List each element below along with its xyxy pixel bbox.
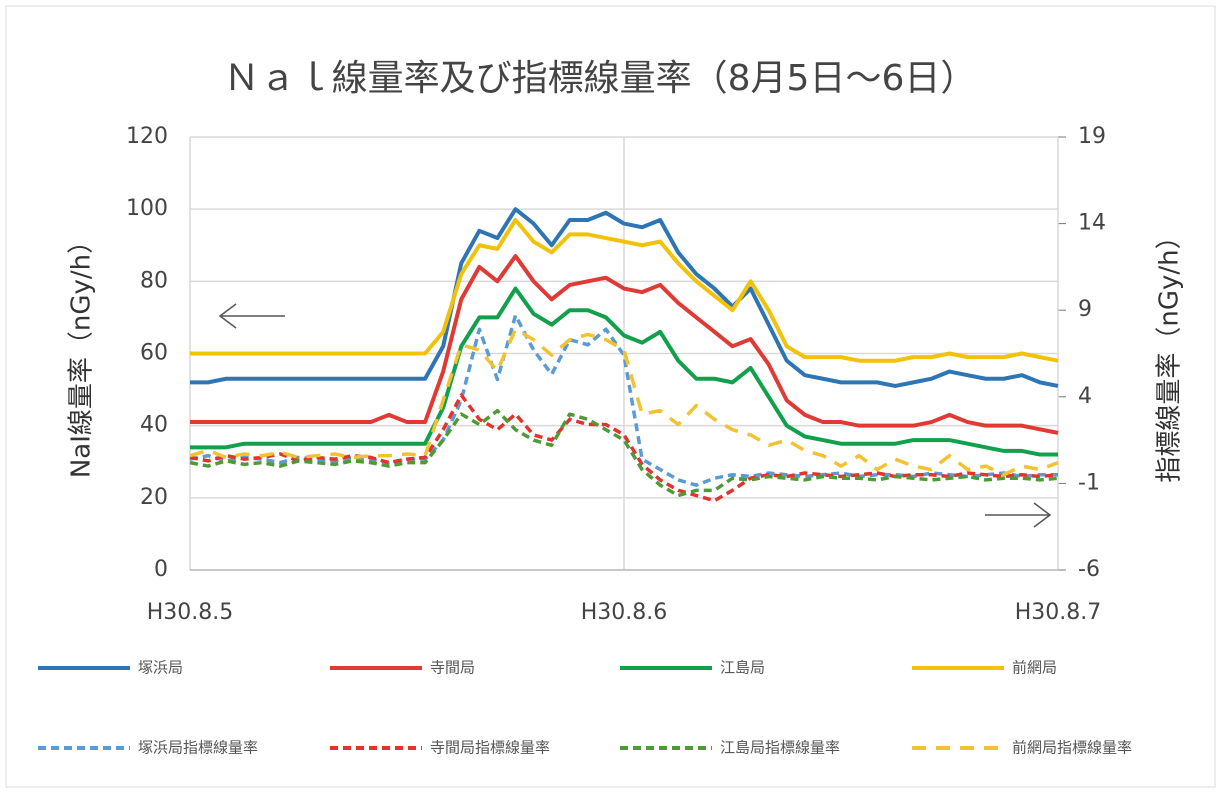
series-line	[190, 286, 1058, 457]
y-tick-label: 40	[140, 413, 168, 438]
series-line	[190, 207, 1059, 388]
y2-tick-label: 19	[1078, 124, 1106, 149]
legend-label: 寺間局指標線量率	[430, 739, 550, 757]
y2-tick-label: -6	[1078, 557, 1100, 582]
arrows	[218, 303, 1052, 528]
legend-label: 前網局指標線量率	[1012, 739, 1132, 757]
x-tick-label: H30.8.6	[581, 600, 668, 625]
y2-tick-label: 9	[1078, 297, 1092, 322]
x-tick-label: H30.8.5	[147, 600, 234, 625]
x-tick-label: H30.8.7	[1015, 600, 1102, 625]
y2-tick-label: 4	[1078, 384, 1092, 409]
legend-label: 塚浜局	[138, 659, 183, 677]
chart-frame	[5, 5, 1216, 788]
series-line	[190, 254, 1059, 435]
y2-tick-label: 14	[1078, 211, 1106, 236]
legend-label: 塚浜局指標線量率	[138, 739, 258, 757]
y-axis-label: NaI線量率（nGy/h）	[67, 228, 97, 478]
legend-label: 江島局指標線量率	[720, 739, 840, 757]
y-tick-label: 60	[140, 341, 168, 366]
legend-label: 前網局	[1012, 659, 1057, 677]
chart-title: Ｎａｌ線量率及び指標線量率（8月5日～6日）	[224, 58, 977, 99]
y-tick-label: 80	[140, 268, 168, 293]
y2-tick-label: -1	[1078, 470, 1100, 495]
left-arrow	[218, 303, 285, 329]
legend-label: 江島局	[720, 659, 765, 677]
y-tick-label: 0	[154, 557, 168, 582]
legend-label: 寺間局	[430, 659, 475, 677]
series-line	[189, 327, 1059, 477]
series-line	[190, 217, 1059, 363]
right-arrow	[985, 502, 1052, 528]
y-tick-label: 100	[126, 196, 168, 221]
y-tick-label: 120	[126, 124, 168, 149]
y2-axis-label: 指標線量率（nGy/h）	[1155, 223, 1185, 482]
series-line	[189, 393, 1059, 503]
series-line	[189, 408, 1059, 498]
y-tick-label: 20	[140, 485, 168, 510]
